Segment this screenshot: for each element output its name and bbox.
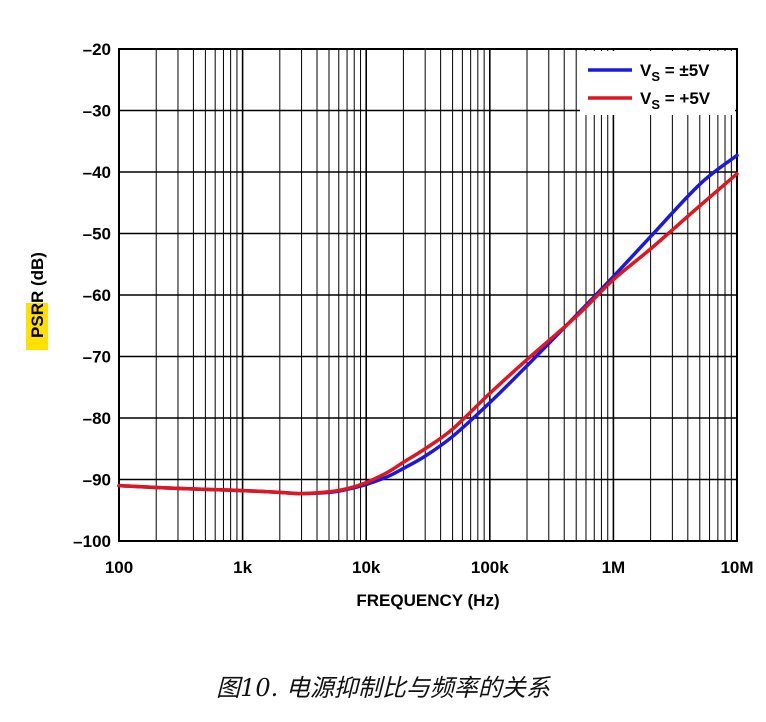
x-tick-label: 100 bbox=[105, 558, 133, 577]
series-line bbox=[117, 153, 739, 496]
series-line bbox=[117, 172, 739, 496]
x-tick-labels: 100 1k 10k 100k 1M 10M bbox=[105, 558, 754, 577]
major-gridlines bbox=[118, 48, 738, 542]
legend-box bbox=[580, 51, 735, 115]
x-tick-label: 1M bbox=[602, 558, 626, 577]
legend-label: VS = +5V bbox=[640, 89, 711, 112]
y-tick-label: –50 bbox=[83, 225, 111, 244]
y-tick-label: –20 bbox=[83, 40, 111, 59]
y-tick-labels: –20 –30 –40 –50 –60 –70 –80 –90 –100 bbox=[73, 40, 111, 551]
series-layer bbox=[117, 153, 739, 496]
y-axis-title-highlight-text: PSRR bbox=[28, 291, 47, 338]
svg-text:PSRR (dB): PSRR (dB) bbox=[28, 252, 47, 338]
y-tick-label: –90 bbox=[83, 471, 111, 490]
y-tick-label: –30 bbox=[83, 102, 111, 121]
y-axis-title: PSRR (dB) bbox=[26, 252, 48, 350]
figure-caption: 图10. 电源抑制比与频率的关系 bbox=[216, 674, 550, 702]
y-axis-title-unit: (dB) bbox=[28, 252, 47, 291]
legend-label: VS = ±5V bbox=[640, 61, 710, 84]
x-tick-label: 10k bbox=[352, 558, 381, 577]
y-tick-label: –100 bbox=[73, 532, 111, 551]
y-tick-label: –70 bbox=[83, 348, 111, 367]
y-tick-label: –60 bbox=[83, 286, 111, 305]
x-tick-label: 10M bbox=[720, 558, 753, 577]
x-tick-label: 100k bbox=[471, 558, 509, 577]
y-axis-title-highlight bbox=[26, 303, 48, 350]
x-tick-label: 1k bbox=[233, 558, 252, 577]
plot-frame bbox=[118, 48, 738, 542]
y-tick-label: –40 bbox=[83, 163, 111, 182]
x-axis-title: FREQUENCY (Hz) bbox=[356, 591, 499, 610]
y-tick-label: –80 bbox=[83, 409, 111, 428]
legend: VS = ±5V VS = +5V bbox=[580, 51, 735, 115]
